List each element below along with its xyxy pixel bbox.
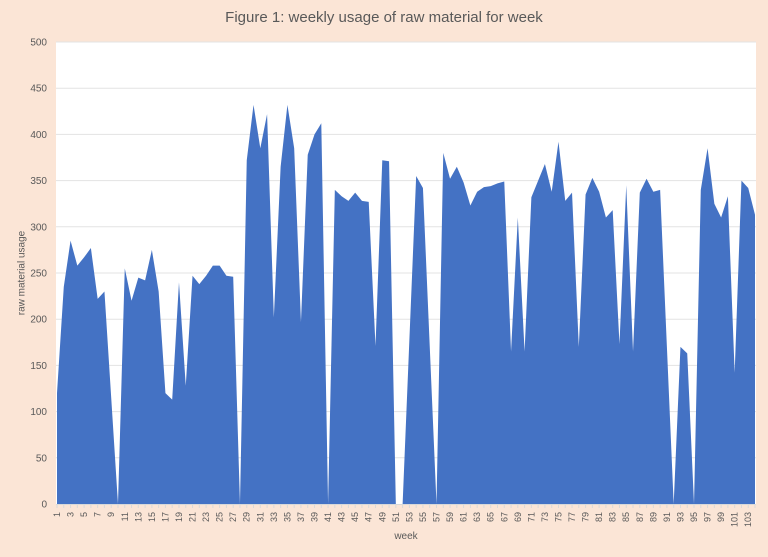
- x-axis-ticks: 1 3 5 7 9 11 13 15 17 19 21 23 25 27 29 31 33 35 37 39 41 43 4…: [52, 504, 756, 527]
- svg-text:25: 25: [215, 512, 225, 522]
- svg-text:9: 9: [106, 512, 116, 517]
- svg-text:500: 500: [30, 38, 47, 49]
- svg-text:3: 3: [66, 512, 76, 517]
- svg-text:450: 450: [30, 84, 47, 95]
- svg-text:29: 29: [242, 512, 252, 522]
- svg-text:350: 350: [30, 176, 47, 187]
- svg-text:57: 57: [431, 512, 441, 522]
- svg-text:1: 1: [52, 512, 62, 517]
- svg-text:89: 89: [648, 512, 658, 522]
- svg-text:65: 65: [486, 512, 496, 522]
- svg-text:73: 73: [540, 512, 550, 522]
- svg-text:69: 69: [513, 512, 523, 522]
- svg-text:100: 100: [30, 407, 47, 418]
- svg-text:0: 0: [41, 500, 47, 511]
- svg-text:55: 55: [418, 512, 428, 522]
- y-axis-label: raw material usage: [16, 230, 28, 316]
- svg-text:75: 75: [553, 512, 563, 522]
- chart-title: Figure 1: weekly usage of raw material f…: [225, 9, 543, 26]
- svg-text:79: 79: [581, 512, 591, 522]
- area-series: [57, 104, 755, 504]
- svg-text:250: 250: [30, 269, 47, 280]
- svg-text:53: 53: [404, 512, 414, 522]
- svg-text:17: 17: [160, 512, 170, 522]
- svg-text:50: 50: [36, 453, 48, 464]
- svg-text:300: 300: [30, 222, 47, 233]
- svg-text:99: 99: [716, 512, 726, 522]
- svg-text:27: 27: [228, 512, 238, 522]
- svg-text:87: 87: [635, 512, 645, 522]
- svg-text:91: 91: [662, 512, 672, 522]
- svg-text:45: 45: [350, 512, 360, 522]
- svg-text:19: 19: [174, 512, 184, 522]
- svg-text:51: 51: [391, 512, 401, 522]
- x-axis-label: week: [394, 531, 418, 542]
- svg-text:33: 33: [269, 512, 279, 522]
- svg-text:47: 47: [364, 512, 374, 522]
- svg-text:7: 7: [93, 512, 103, 517]
- svg-text:13: 13: [133, 512, 143, 522]
- svg-text:23: 23: [201, 512, 211, 522]
- svg-text:93: 93: [675, 512, 685, 522]
- svg-text:77: 77: [567, 512, 577, 522]
- svg-text:15: 15: [147, 512, 157, 522]
- svg-text:37: 37: [296, 512, 306, 522]
- svg-text:150: 150: [30, 361, 47, 372]
- svg-text:31: 31: [255, 512, 265, 522]
- svg-text:59: 59: [445, 512, 455, 522]
- svg-text:97: 97: [703, 512, 713, 522]
- svg-text:35: 35: [282, 512, 292, 522]
- svg-text:101: 101: [730, 512, 740, 527]
- svg-text:49: 49: [377, 512, 387, 522]
- svg-text:95: 95: [689, 512, 699, 522]
- svg-text:81: 81: [594, 512, 604, 522]
- svg-text:200: 200: [30, 315, 47, 326]
- svg-text:400: 400: [30, 130, 47, 141]
- svg-text:41: 41: [323, 512, 333, 522]
- svg-text:71: 71: [526, 512, 536, 522]
- svg-text:85: 85: [621, 512, 631, 522]
- y-axis-ticks: 0 50 100 150 200 250 300 350 400 450 500: [30, 38, 47, 511]
- svg-text:21: 21: [188, 512, 198, 522]
- svg-text:61: 61: [459, 512, 469, 522]
- svg-text:39: 39: [310, 512, 320, 522]
- svg-text:5: 5: [79, 512, 89, 517]
- svg-text:63: 63: [472, 512, 482, 522]
- svg-text:83: 83: [608, 512, 618, 522]
- svg-text:43: 43: [337, 512, 347, 522]
- svg-text:67: 67: [499, 512, 509, 522]
- svg-text:103: 103: [743, 512, 753, 527]
- svg-text:11: 11: [120, 512, 130, 521]
